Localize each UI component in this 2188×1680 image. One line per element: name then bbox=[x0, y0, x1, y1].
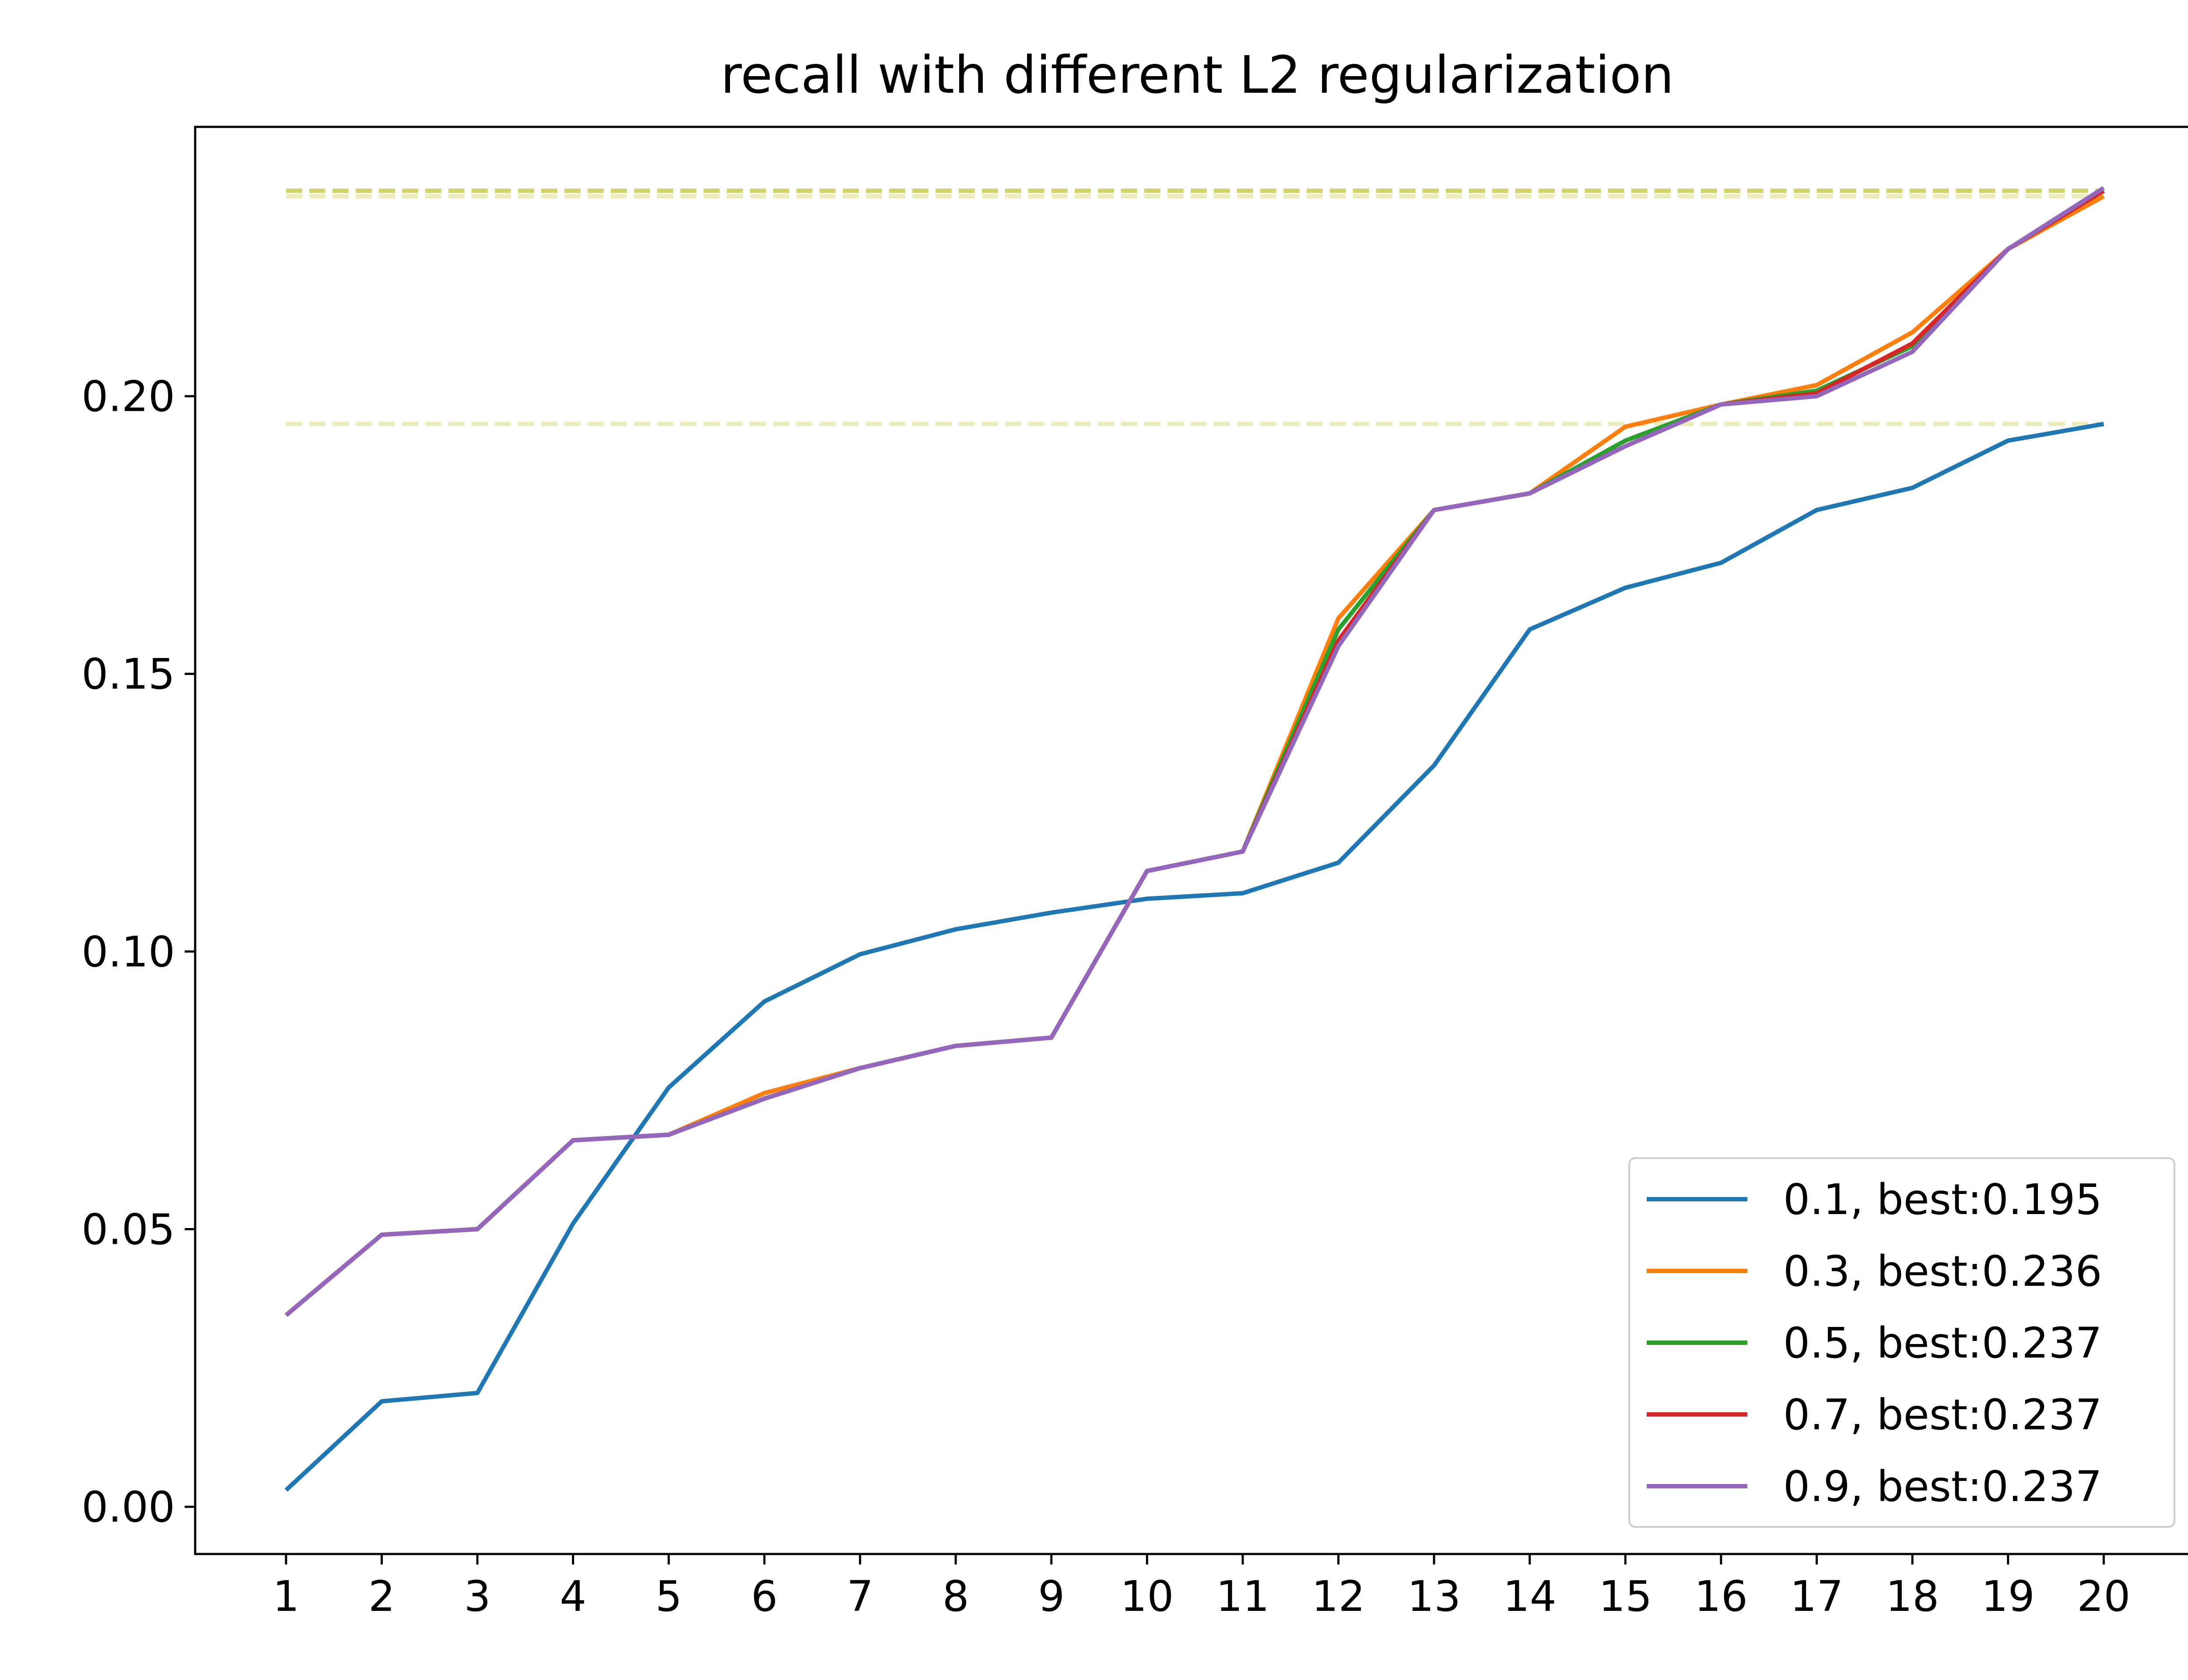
legend-label-1: 0.1, best:0.195 bbox=[1783, 1175, 2102, 1224]
x-tick-label: 3 bbox=[464, 1572, 491, 1621]
best-lines-layer bbox=[286, 188, 2104, 427]
y-tick-label: 0.00 bbox=[81, 1483, 175, 1532]
plot-frame bbox=[194, 126, 2188, 1555]
x-tick-label: 17 bbox=[1790, 1572, 1843, 1621]
x-tick-label: 20 bbox=[2077, 1572, 2130, 1621]
y-axis: 0.00 0.05 0.10 0.15 0.20 bbox=[81, 372, 195, 1532]
legend: 0.1, best:0.195 0.3, best:0.236 0.5, best:… bbox=[1628, 1157, 2175, 1528]
legend-box bbox=[1628, 1157, 2175, 1528]
x-tick-label: 5 bbox=[656, 1572, 682, 1621]
x-tick-label: 18 bbox=[1886, 1572, 1939, 1621]
x-tick-label: 19 bbox=[1981, 1572, 2035, 1621]
x-tick-label: 6 bbox=[751, 1572, 778, 1621]
y-tick-label: 0.10 bbox=[81, 928, 175, 976]
x-tick-label: 16 bbox=[1694, 1572, 1748, 1621]
series-line-5 bbox=[284, 186, 2105, 1317]
x-tick-label: 14 bbox=[1503, 1572, 1557, 1621]
legend-label-3: 0.5, best:0.237 bbox=[1783, 1319, 2102, 1368]
chart-title: recall with different L2 regularization bbox=[721, 45, 1674, 105]
x-tick-label: 12 bbox=[1311, 1572, 1365, 1621]
series-line-1 bbox=[284, 422, 2104, 1492]
x-tick-label: 11 bbox=[1216, 1572, 1269, 1621]
legend-label-2: 0.3, best:0.236 bbox=[1783, 1247, 2102, 1296]
x-tick-label: 8 bbox=[942, 1572, 969, 1621]
legend-label-4: 0.7, best:0.237 bbox=[1783, 1390, 2102, 1439]
x-tick-label: 9 bbox=[1038, 1572, 1065, 1621]
x-tick-label: 15 bbox=[1599, 1572, 1652, 1621]
y-tick-label: 0.15 bbox=[81, 650, 175, 699]
x-tick-label: 10 bbox=[1120, 1572, 1174, 1621]
x-axis: 1 2 3 4 5 6 7 8 9 10 11 12 13 14 15 16 17 18 19 20 bbox=[273, 1554, 2130, 1621]
y-tick-label: 0.05 bbox=[81, 1205, 175, 1254]
y-tick-label: 0.20 bbox=[81, 372, 175, 421]
x-tick-label: 1 bbox=[273, 1572, 299, 1621]
legend-label-5: 0.9, best:0.237 bbox=[1783, 1462, 2102, 1511]
series-layer bbox=[284, 186, 2105, 1492]
x-tick-label: 2 bbox=[368, 1572, 395, 1621]
x-tick-label: 4 bbox=[560, 1572, 586, 1621]
x-tick-label: 7 bbox=[847, 1572, 873, 1621]
x-tick-label: 13 bbox=[1407, 1572, 1461, 1621]
